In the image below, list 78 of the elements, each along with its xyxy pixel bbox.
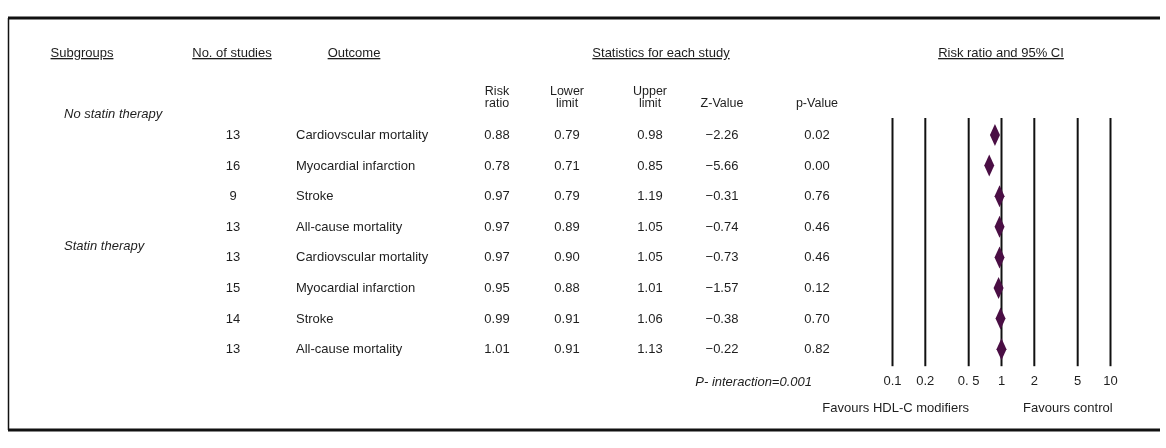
text: 0.91 [554,310,580,326]
text: 0.00 [804,157,830,173]
data-label: 0.97 [484,249,510,265]
text: 0.90 [554,249,580,265]
text: Upper limit [632,83,668,110]
text: Stroke [296,188,334,204]
text: 0.76 [804,188,830,204]
data-label: 0.88 [484,127,510,142]
data-label: 1.01 [484,341,510,357]
text: P- interaction=0.001 [695,373,812,389]
text: 1.05 [637,218,663,234]
text: 14 [225,310,241,326]
text: 0.70 [804,310,830,326]
text: 1.05 [637,249,663,265]
text: −2.26 [705,127,739,142]
text: No statin therapy [64,106,164,121]
text: 0.71 [554,157,580,173]
data-label: 0.99 [484,310,510,326]
text: 16 [225,157,241,173]
text: Cardiovscular mortality [296,127,429,142]
text: No. of studies [192,45,273,60]
text: Lower limit [549,83,585,110]
text: 0.46 [804,218,830,234]
text: −0.73 [705,249,739,265]
text: 1.01 [637,280,663,295]
text: 0.02 [804,127,830,142]
x-tick-label: 0. 5 [957,373,980,389]
text: All-cause mortality [296,218,403,234]
text: 0.98 [637,127,663,142]
text: 0.82 [804,341,830,357]
text: −0.31 [705,188,739,204]
x-tick-label: 10 [1103,373,1118,389]
text: Z-Value [700,96,744,110]
text: Outcome [327,45,381,60]
text: 0.12 [804,280,830,295]
text: 13 [225,218,241,234]
text: 13 [225,127,241,142]
data-label: 0.95 [484,280,510,295]
text: 1.19 [637,188,663,204]
text: Subgroups [50,45,114,60]
data-label: 0.78 [484,157,510,173]
text: Myocardial infarction [296,157,416,173]
text: 0.79 [554,127,580,142]
x-tick-label: 2 [1030,373,1038,389]
text: Myocardial infarction [296,280,416,295]
text: −0.22 [705,341,739,357]
text: −1.57 [705,280,739,295]
text: 0.89 [554,218,580,234]
text: 15 [225,280,241,295]
text: 0.88 [554,280,580,295]
text: −5.66 [705,157,739,173]
text: −0.38 [705,310,739,326]
data-label: 0.97 [484,188,510,204]
data-label: 0.97 [484,218,510,234]
text: Favours HDL-C modifiers [822,400,970,415]
text: Statin therapy [64,238,146,254]
text: 0.91 [554,341,580,357]
text: 0.79 [554,188,580,204]
text: Risk ratio [484,83,510,110]
text: 9 [229,188,237,204]
text: 1.13 [637,341,663,357]
x-tick-label: 1 [997,373,1006,389]
text: 13 [225,341,241,357]
text: 13 [225,249,241,265]
text: All-cause mortality [296,341,403,357]
text: 0.46 [804,249,830,265]
text: Cardiovscular mortality [296,249,429,265]
chart-title: Risk ratio and 95% CI [938,45,1064,60]
text: Favours control [1023,400,1113,415]
text: p-Value [795,96,839,110]
text: Statistics for each study [592,45,731,60]
text: Stroke [296,310,334,326]
x-tick-label: 0.1 [883,373,902,389]
x-tick-label: 5 [1074,373,1082,389]
x-tick-label: 0.2 [916,373,935,389]
text: 1.06 [637,310,663,326]
text: −0.74 [705,218,739,234]
text: 0.85 [637,157,663,173]
